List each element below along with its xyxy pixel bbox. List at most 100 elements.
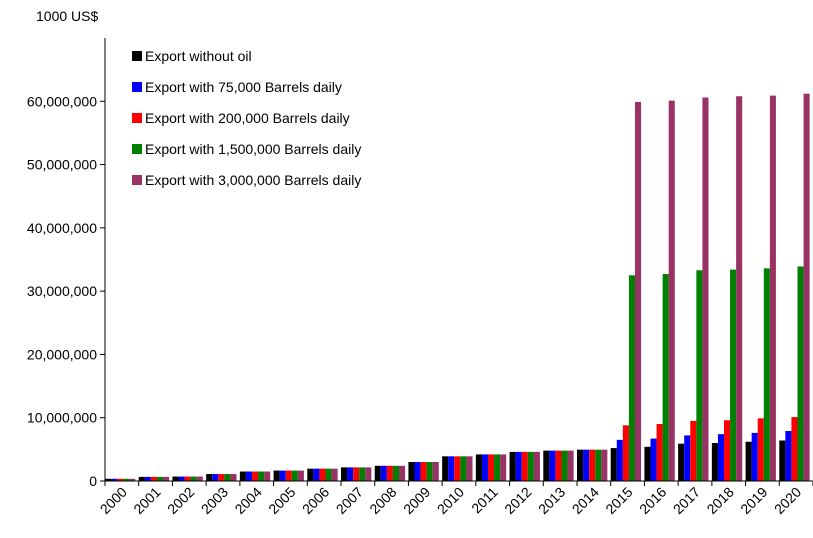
x-tick-label: 2010 — [434, 484, 467, 517]
bar-2017-series-1 — [678, 443, 685, 481]
legend-label: Export with 1,500,000 Barrels daily — [145, 141, 361, 157]
x-tick-label: 2017 — [670, 484, 703, 517]
y-tick-label: 30,000,000 — [27, 283, 97, 299]
bar-2004-series-5 — [264, 471, 271, 481]
bar-2017-series-2 — [684, 435, 691, 481]
bar-2014-series-5 — [601, 449, 608, 481]
x-tick-label: 2004 — [231, 484, 264, 517]
bar-2018-series-5 — [736, 96, 743, 481]
bar-2008-series-3 — [386, 465, 393, 481]
bar-2019-series-4 — [763, 268, 770, 481]
bar-2016-series-5 — [668, 100, 675, 482]
bar-2008-series-1 — [374, 465, 381, 481]
x-tick-label: 2007 — [333, 484, 366, 517]
legend-label: Export with 3,000,000 Barrels daily — [145, 172, 361, 188]
bar-2016-series-1 — [644, 446, 651, 481]
bar-2004-series-2 — [245, 471, 252, 481]
bar-2000-series-4 — [123, 478, 130, 481]
bar-2008-series-4 — [392, 465, 399, 481]
bar-2017-series-5 — [702, 97, 709, 482]
x-tick-label: 2018 — [703, 484, 736, 517]
legend: Export without oil Export with 75,000 Bar… — [132, 48, 361, 188]
bar-2015-series-1 — [610, 448, 617, 481]
bar-2013-series-3 — [555, 450, 562, 481]
bar-2012-series-4 — [527, 451, 534, 481]
y-tick-label: 10,000,000 — [27, 410, 97, 426]
x-tick-label: 2012 — [501, 484, 534, 517]
bar-2009-series-5 — [432, 462, 439, 481]
x-tick-label: 2020 — [771, 484, 804, 517]
bar-2006-series-1 — [307, 468, 314, 481]
bar-group — [105, 93, 810, 482]
bar-2005-series-4 — [291, 470, 298, 481]
bar-2003-series-1 — [206, 474, 213, 481]
bar-2006-series-5 — [331, 468, 338, 481]
bar-2009-series-4 — [426, 462, 433, 481]
bar-2020-series-4 — [797, 266, 804, 481]
y-tick-label: 60,000,000 — [27, 93, 97, 109]
bar-2015-series-2 — [616, 439, 623, 481]
x-tick-label: 2005 — [265, 484, 298, 517]
bar-2015-series-4 — [628, 275, 635, 481]
x-tick-label: 2009 — [400, 484, 433, 517]
bar-2018-series-1 — [711, 443, 718, 481]
bar-2008-series-2 — [380, 465, 387, 481]
x-tick-label: 2006 — [299, 484, 332, 517]
bar-2006-series-2 — [313, 468, 320, 481]
bar-2012-series-5 — [533, 451, 540, 481]
bar-2006-series-4 — [325, 468, 332, 481]
x-tick-label: 2011 — [468, 484, 501, 517]
bar-2014-series-2 — [583, 449, 590, 481]
y-tick-label: 50,000,000 — [27, 157, 97, 173]
legend-swatch — [132, 113, 142, 123]
bar-2012-series-3 — [521, 451, 528, 481]
x-tick-label: 2019 — [737, 484, 770, 517]
bar-2007-series-4 — [359, 467, 366, 481]
bar-2016-series-3 — [656, 424, 663, 481]
bar-2010-series-5 — [466, 456, 473, 481]
bar-2009-series-2 — [414, 462, 421, 481]
bar-2000-series-5 — [129, 478, 136, 481]
bar-2007-series-5 — [365, 467, 372, 481]
bar-2010-series-1 — [442, 456, 449, 481]
bar-2000-series-1 — [105, 478, 112, 481]
bar-2019-series-3 — [757, 418, 764, 481]
bar-2008-series-5 — [398, 465, 406, 481]
bar-2003-series-4 — [224, 474, 231, 481]
bar-2017-series-4 — [696, 270, 703, 481]
x-tick-label: 2013 — [535, 484, 568, 517]
bar-2011-series-5 — [500, 454, 507, 481]
bar-2018-series-4 — [730, 269, 737, 481]
legend-swatch — [132, 175, 142, 185]
legend-swatch — [132, 144, 142, 154]
bar-2014-series-1 — [577, 449, 584, 481]
bar-2003-series-5 — [230, 474, 237, 481]
bar-2011-series-1 — [475, 454, 482, 481]
x-tick-label: 2002 — [164, 484, 197, 517]
bar-2005-series-5 — [297, 470, 304, 481]
legend-swatch — [132, 51, 142, 61]
bar-2013-series-4 — [561, 450, 568, 481]
bar-2009-series-3 — [420, 462, 427, 481]
bar-2000-series-2 — [111, 478, 118, 481]
bar-2013-series-2 — [549, 450, 556, 481]
bar-2015-series-3 — [622, 425, 629, 481]
bar-2002-series-5 — [196, 476, 203, 481]
bar-2017-series-3 — [690, 420, 697, 481]
bar-2015-series-5 — [634, 101, 642, 482]
bar-2012-series-1 — [509, 451, 516, 481]
bar-2002-series-4 — [190, 476, 197, 481]
x-tick-label: 2008 — [366, 484, 399, 517]
bar-2019-series-1 — [745, 441, 752, 481]
bar-2020-series-3 — [791, 417, 798, 481]
bar-2018-series-2 — [717, 434, 724, 481]
y-tick-label: 0 — [89, 473, 97, 489]
bar-2016-series-4 — [662, 274, 669, 481]
bar-2012-series-2 — [515, 451, 522, 481]
bar-2005-series-1 — [273, 470, 280, 481]
bar-2004-series-4 — [258, 471, 265, 481]
bar-2011-series-3 — [487, 454, 495, 481]
bar-2005-series-3 — [285, 470, 292, 481]
bar-2016-series-2 — [650, 438, 657, 481]
